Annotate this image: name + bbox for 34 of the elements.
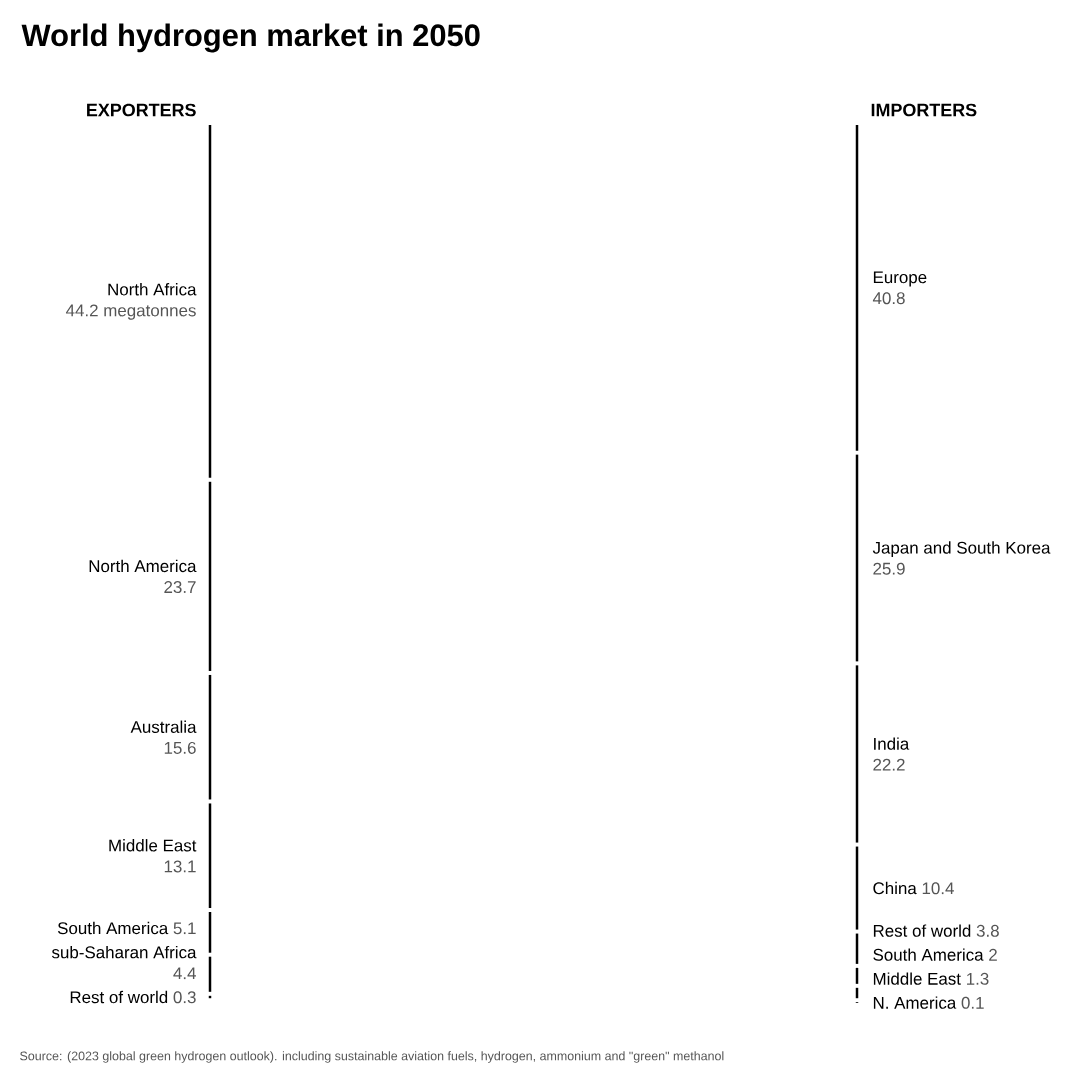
data-label: 2 — [989, 948, 997, 961]
data-label: 0.1 — [961, 996, 984, 1009]
category-label: North America — [89, 559, 197, 573]
data-label: 44.2 megatonnes — [65, 304, 196, 320]
category-label: South America — [57, 921, 169, 935]
category-label: China — [873, 881, 917, 895]
data-label: 5.1 — [173, 922, 196, 935]
category-label: India — [874, 737, 910, 750]
data-label: 13.1 — [164, 860, 196, 873]
text: World hydrogen market in 2050 — [21, 23, 480, 53]
data-label: 25.9 — [873, 562, 905, 575]
category-label: North Africa — [108, 283, 197, 296]
data-label: 22.2 — [873, 758, 905, 771]
category-label: Rest of world — [70, 990, 168, 1004]
category-label: Japan and South Korea — [872, 541, 1051, 558]
data-label: 15.6 — [164, 741, 196, 754]
category-label: sub-Saharan Africa — [51, 945, 197, 959]
data-label: 1.3 — [967, 972, 989, 985]
source-note: Source: (2023 global green hydrogen outlook). including sustainable aviation fuels, hydrogen, ammonium and "green" methanol — [20, 1051, 724, 1063]
text: EXPORTERS — [87, 103, 196, 117]
text: IMPORTERS — [871, 103, 977, 117]
category-label: N. America — [873, 996, 957, 1009]
category-label: Middle East — [873, 972, 961, 985]
category-label: Australia — [130, 720, 197, 733]
data-label: 0.3 — [173, 991, 196, 1004]
data-label: 23.7 — [164, 581, 196, 594]
data-label: 10.4 — [922, 882, 954, 895]
category-label: Middle East — [109, 839, 197, 852]
data-label: 40.8 — [872, 292, 905, 305]
category-label: Europe — [873, 271, 927, 287]
data-label: 4.4 — [173, 967, 196, 980]
category-label: Rest of world — [873, 924, 971, 937]
data-label: 3.8 — [976, 924, 999, 937]
category-label: South America — [873, 948, 984, 961]
